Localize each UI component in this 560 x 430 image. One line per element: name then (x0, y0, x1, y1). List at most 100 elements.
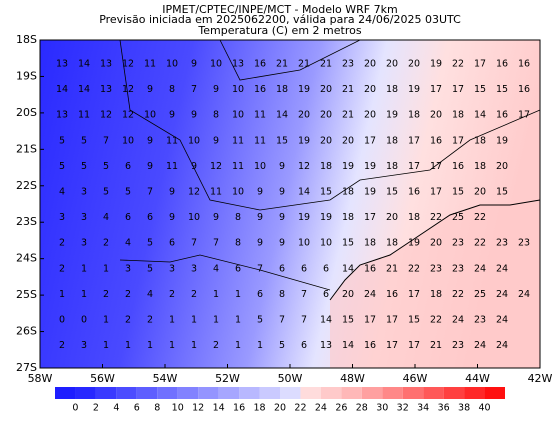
colorbar-swatch (382, 387, 403, 399)
temperature-value: 3 (81, 238, 87, 249)
temperature-value: 24 (474, 263, 486, 274)
colorbar-label: 26 (335, 403, 347, 414)
temperature-value: 24 (452, 315, 464, 326)
temperature-value: 18 (408, 212, 420, 223)
temperature-value: 3 (81, 212, 87, 223)
temperature-value: 16 (496, 59, 508, 70)
temperature-value: 10 (210, 59, 222, 70)
temperature-value: 11 (166, 161, 178, 172)
temperature-value: 6 (235, 263, 241, 274)
y-tick-label: 26S (16, 325, 37, 338)
temperature-value: 18 (276, 84, 288, 95)
temperature-value: 9 (257, 238, 263, 249)
temperature-value: 14 (342, 263, 354, 274)
temperature-value: 11 (254, 135, 266, 146)
temperature-value: 8 (169, 84, 175, 95)
temperature-value: 2 (103, 238, 109, 249)
temperature-value: 14 (78, 84, 90, 95)
temperature-value: 9 (257, 212, 263, 223)
temperature-value: 19 (342, 161, 354, 172)
colorbar-swatch (157, 387, 178, 399)
title: IPMET/CPTEC/INPE/MCT - Modelo WRF 7km (162, 3, 397, 16)
temperature-value: 17 (452, 135, 464, 146)
temperature-value: 14 (474, 110, 486, 121)
colorbar-swatch (464, 387, 485, 399)
temperature-value: 8 (235, 212, 241, 223)
temperature-value: 14 (298, 187, 310, 198)
temperature-value: 11 (210, 187, 222, 198)
temperature-value: 19 (298, 212, 310, 223)
temperature-value: 22 (408, 263, 420, 274)
temperature-value: 9 (213, 212, 219, 223)
colorbar-swatch (320, 387, 342, 399)
temperature-value: 17 (430, 161, 442, 172)
temperature-value: 14 (320, 315, 332, 326)
temperature-value: 22 (474, 212, 486, 223)
temperature-value: 20 (342, 135, 354, 146)
ocean-field (330, 200, 540, 368)
temperature-value: 16 (364, 263, 376, 274)
colorbar-swatch (300, 387, 321, 399)
temperature-value: 8 (213, 110, 219, 121)
temperature-value: 12 (100, 110, 112, 121)
colorbar-label: 30 (376, 403, 388, 414)
temperature-value: 24 (518, 289, 530, 300)
temperature-value: 20 (496, 161, 508, 172)
temperature-value: 20 (364, 110, 376, 121)
temperature-value: 1 (235, 289, 241, 300)
colorbar-swatch (484, 387, 505, 399)
temperature-value: 17 (408, 340, 420, 351)
temperature-value: 16 (408, 187, 420, 198)
temperature-value: 18 (386, 84, 398, 95)
temperature-value: 10 (254, 161, 266, 172)
temperature-value: 22 (430, 315, 442, 326)
temperature-value: 20 (364, 84, 376, 95)
temperature-value: 17 (408, 135, 420, 146)
temperature-value: 16 (254, 59, 266, 70)
temperature-value: 9 (191, 161, 197, 172)
temperature-value: 9 (191, 110, 197, 121)
temperature-value: 13 (320, 340, 332, 351)
temperature-value: 2 (103, 289, 109, 300)
temperature-value: 21 (386, 263, 398, 274)
colorbar-label: 12 (192, 403, 204, 414)
temperature-value: 9 (213, 135, 219, 146)
temperature-value: 2 (59, 263, 65, 274)
temperature-value: 20 (342, 289, 354, 300)
temperature-value: 9 (213, 84, 219, 95)
state-border (219, 39, 361, 81)
x-tick-label: 50W (278, 372, 303, 385)
x-tick-label: 54W (153, 372, 178, 385)
temperature-value: 1 (147, 340, 153, 351)
temperature-value: 1 (81, 289, 87, 300)
temperature-value: 5 (81, 161, 87, 172)
temperature-value: 2 (59, 340, 65, 351)
temperature-value: 18 (364, 238, 376, 249)
temperature-value: 24 (474, 340, 486, 351)
temperature-value: 14 (78, 59, 90, 70)
temperature-value: 16 (518, 84, 530, 95)
colorbar-label: 38 (458, 403, 470, 414)
temperature-value: 3 (59, 212, 65, 223)
colorbar-swatch (402, 387, 424, 399)
temperature-value: 13 (232, 59, 244, 70)
temperature-value: 10 (166, 59, 178, 70)
subtitle: Previsão iniciada em 2025062200, válida … (99, 13, 461, 26)
temperature-value: 9 (147, 135, 153, 146)
temperature-value: 2 (213, 340, 219, 351)
colorbar-swatch (136, 387, 158, 399)
temperature-value: 25 (474, 289, 486, 300)
temperature-value: 19 (430, 59, 442, 70)
temperature-value: 15 (342, 315, 354, 326)
colorbar-label: 10 (172, 403, 184, 414)
temperature-value: 21 (276, 59, 288, 70)
temperature-value: 1 (213, 289, 219, 300)
temperature-value: 4 (213, 263, 219, 274)
temperature-value: 2 (125, 315, 131, 326)
temperature-value: 4 (103, 212, 109, 223)
temperature-value: 13 (56, 110, 68, 121)
temperature-value: 9 (279, 187, 285, 198)
colorbar-label: 8 (154, 403, 160, 414)
temperature-value: 13 (100, 84, 112, 95)
temperature-value: 15 (496, 84, 508, 95)
